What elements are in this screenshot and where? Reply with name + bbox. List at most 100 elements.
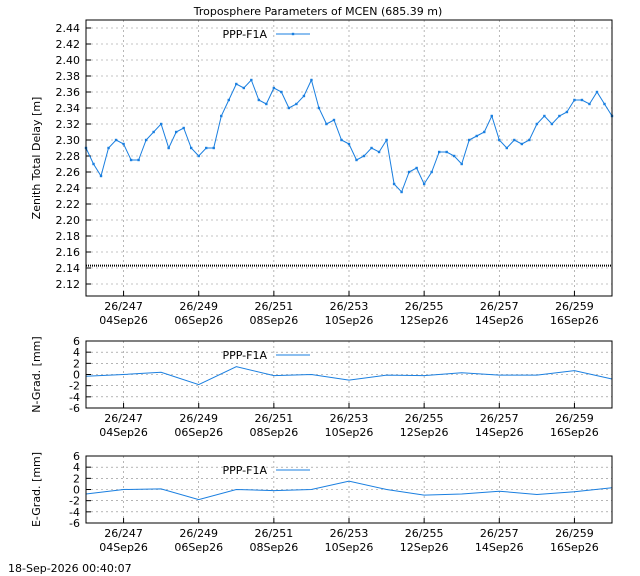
data-point [595, 90, 599, 94]
data-point [588, 102, 591, 106]
data-point [99, 174, 103, 178]
data-point [535, 122, 539, 126]
data-point [407, 170, 411, 174]
x-tick-label-doy: 26/251 [255, 412, 294, 425]
y-tick-label: 2.42 [56, 38, 81, 51]
data-point [528, 138, 531, 142]
legend-marker [291, 32, 295, 36]
data-point [550, 122, 554, 126]
data-point [205, 146, 208, 150]
data-point [107, 146, 110, 150]
data-point [340, 138, 343, 142]
data-point [370, 146, 373, 150]
y-tick-label: 2.32 [56, 118, 81, 131]
x-tick-label-doy: 26/249 [179, 412, 218, 425]
data-point [332, 118, 336, 122]
x-tick-label-date: 16Sep26 [550, 541, 599, 554]
y-axis-label: N-Grad. [mm] [30, 336, 43, 412]
y-tick-label: -2 [69, 495, 80, 508]
data-point [415, 166, 418, 170]
x-tick-label-doy: 26/251 [255, 300, 294, 313]
data-point [437, 150, 441, 154]
data-point [347, 142, 351, 146]
panel-1: 2.12 2.14 2.16 2.18 2.20 2.22 2.24 2.26 2.28 2.30… [30, 19, 614, 327]
data-point [543, 114, 546, 118]
x-tick-label-date: 04Sep26 [99, 314, 148, 327]
data-point [272, 86, 276, 90]
x-tick-label-doy: 26/247 [104, 527, 143, 540]
x-tick-label-doy: 26/255 [405, 412, 444, 425]
data-point [355, 158, 358, 162]
y-tick-label: 4 [73, 461, 80, 474]
y-tick-label: 2.24 [56, 182, 81, 195]
data-point [212, 146, 215, 150]
data-point [152, 130, 155, 134]
data-point [422, 182, 426, 186]
y-tick-label: 2 [73, 472, 80, 485]
x-tick-label-date: 16Sep26 [550, 426, 599, 439]
data-point [580, 98, 584, 102]
x-tick-label-date: 04Sep26 [99, 426, 148, 439]
data-point [190, 146, 193, 150]
data-point [317, 106, 321, 110]
series-line [85, 366, 613, 386]
x-tick-label-date: 08Sep26 [249, 426, 298, 439]
data-point [385, 138, 388, 142]
x-tick-label-date: 08Sep26 [249, 314, 298, 327]
plot-frame [85, 19, 613, 297]
x-tick-label-doy: 26/259 [555, 300, 594, 313]
x-tick-label-doy: 26/257 [480, 412, 519, 425]
x-tick-label-date: 06Sep26 [174, 541, 223, 554]
data-point [468, 138, 471, 142]
data-point [490, 114, 493, 118]
data-point [92, 162, 95, 166]
data-point [122, 142, 125, 146]
data-point [573, 98, 576, 102]
y-axis-label: Zenith Total Delay [m] [30, 97, 43, 220]
y-tick-label: 2.30 [56, 134, 81, 147]
x-tick-label-date: 06Sep26 [174, 426, 223, 439]
legend-label: PPP-F1A [223, 464, 268, 477]
y-tick-label: 2 [73, 357, 80, 370]
data-point [453, 154, 456, 158]
data-point [129, 158, 133, 162]
y-tick-label: -2 [69, 380, 80, 393]
data-point [257, 98, 261, 102]
y-tick-label: 6 [73, 450, 80, 463]
x-tick-label-date: 12Sep26 [400, 426, 449, 439]
data-point [498, 138, 501, 142]
data-point [400, 190, 403, 194]
x-tick-label-doy: 26/253 [330, 412, 369, 425]
data-point [513, 138, 516, 142]
x-tick-label-doy: 26/249 [179, 527, 218, 540]
x-tick-label-date: 08Sep26 [249, 541, 298, 554]
x-tick-label-date: 06Sep26 [174, 314, 223, 327]
y-tick-label: 2.12 [56, 278, 81, 291]
y-tick-label: 2.34 [56, 102, 81, 115]
x-tick-label-date: 10Sep26 [325, 426, 374, 439]
y-tick-label: 2.36 [56, 86, 81, 99]
data-point [235, 82, 238, 86]
data-point [362, 154, 366, 158]
legend-label: PPP-F1A [223, 28, 268, 41]
data-point [558, 114, 561, 118]
y-tick-label: 2.16 [56, 246, 81, 259]
x-tick-label-doy: 26/259 [555, 527, 594, 540]
data-point [220, 114, 223, 118]
plot-frame [85, 340, 613, 409]
y-tick-label: -4 [69, 506, 80, 519]
chart-title: Troposphere Parameters of MCEN (685.39 m… [193, 5, 443, 18]
data-point [167, 146, 170, 150]
y-tick-label: 2.40 [56, 54, 81, 67]
y-tick-label: 2.18 [56, 230, 81, 243]
data-point [377, 150, 381, 154]
x-tick-label-doy: 26/257 [480, 527, 519, 540]
x-tick-label-date: 04Sep26 [99, 541, 148, 554]
x-tick-label-doy: 26/249 [179, 300, 218, 313]
data-point [430, 170, 433, 174]
data-point [483, 130, 486, 134]
data-point [144, 138, 148, 142]
